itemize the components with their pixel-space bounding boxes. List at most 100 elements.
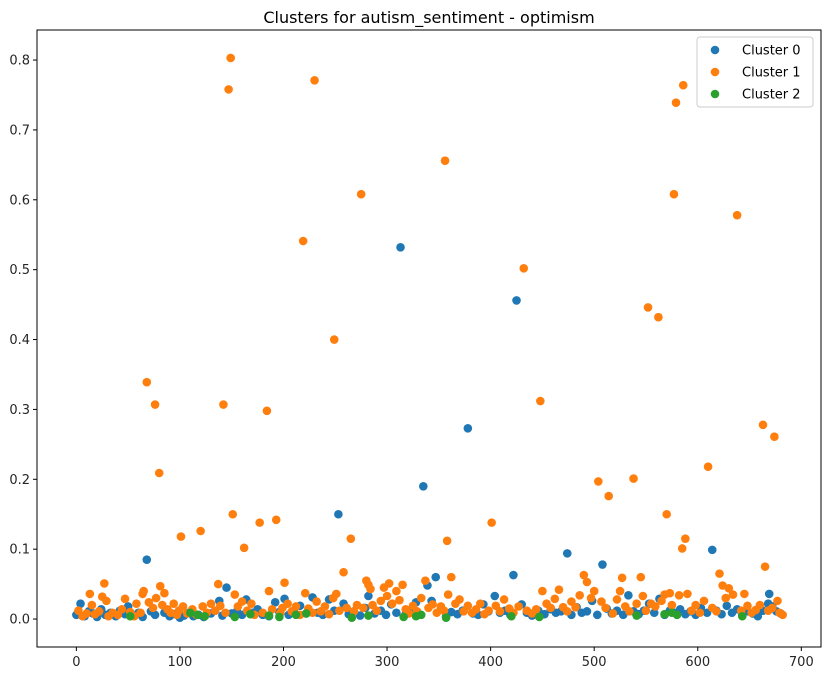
cluster-1-point: [132, 599, 141, 608]
cluster-1-point: [346, 534, 356, 543]
cluster-1-point: [329, 335, 339, 344]
cluster-1-point: [703, 462, 713, 472]
y-tick-label: 0.0: [9, 613, 30, 628]
cluster-1-point: [636, 572, 646, 582]
cluster-1-point: [335, 606, 344, 615]
cluster-1-point: [643, 303, 653, 312]
cluster-1-point: [724, 584, 734, 593]
x-tick-label: 500: [582, 655, 607, 670]
cluster-1-point: [740, 589, 749, 599]
cluster-2-point: [185, 608, 195, 618]
cluster-1-point: [150, 400, 160, 409]
cluster-1-point: [439, 606, 449, 615]
cluster-1-point: [538, 586, 547, 596]
cluster-1-point: [586, 593, 596, 603]
cluster-1-point: [712, 607, 721, 616]
cluster-1-point: [300, 588, 310, 598]
cluster-1-point: [681, 534, 690, 543]
cluster-1-point: [178, 602, 188, 611]
y-tick-label: 0.6: [9, 193, 30, 208]
cluster-2-point: [347, 613, 357, 622]
cluster-1-point: [216, 601, 225, 611]
cluster-1-legend-label: Cluster 1: [742, 66, 801, 81]
cluster-1-point: [255, 518, 264, 527]
cluster-1-point: [213, 579, 223, 589]
cluster-2-point: [416, 610, 426, 620]
cluster-2-point: [301, 609, 311, 618]
cluster-1-point: [625, 607, 634, 616]
x-tick-label: 200: [271, 655, 296, 670]
cluster-1-point: [475, 599, 485, 608]
cluster-1-point: [392, 586, 401, 596]
cluster-1-point: [667, 600, 677, 610]
cluster-1-point: [579, 570, 589, 580]
cluster-1-point: [416, 593, 426, 603]
y-tick-label: 0.3: [9, 403, 30, 418]
cluster-1-point: [677, 544, 687, 553]
cluster-2-point: [200, 611, 210, 621]
cluster-1-point: [455, 595, 464, 604]
cluster-0-point: [490, 591, 500, 601]
cluster-2-point: [193, 610, 202, 620]
cluster-1-point: [421, 576, 430, 585]
cluster-1-point: [339, 567, 348, 577]
cluster-1-point: [264, 586, 274, 596]
cluster-1-point: [699, 596, 709, 606]
cluster-2-point: [275, 612, 284, 622]
cluster-1-point: [650, 602, 660, 611]
cluster-1-point: [638, 591, 648, 601]
cluster-2-series: [125, 608, 747, 622]
y-tick-label: 0.8: [9, 54, 30, 69]
cluster-1-point: [247, 599, 256, 608]
cluster-1-point: [601, 603, 610, 613]
cluster-2-point: [672, 610, 682, 620]
cluster-1-point: [662, 509, 671, 519]
y-tick-label: 0.7: [9, 123, 30, 138]
cluster-0-point: [355, 611, 365, 620]
cluster-1-point: [271, 515, 281, 525]
cluster-1-point: [773, 596, 782, 606]
cluster-0-point: [707, 545, 717, 555]
cluster-1-point: [117, 604, 127, 614]
cluster-1-point: [366, 584, 375, 594]
cluster-1-point: [432, 608, 442, 618]
cluster-1-point: [446, 572, 456, 582]
cluster-1-point: [262, 406, 272, 416]
cluster-0-point: [142, 555, 152, 564]
cluster-0-point: [392, 608, 401, 618]
cluster-1-point: [594, 477, 603, 486]
cluster-2-point: [291, 610, 301, 620]
cluster-1-point: [224, 85, 233, 94]
cluster-1-point: [495, 607, 505, 616]
cluster-1-point: [239, 543, 249, 553]
x-tick-label: 100: [168, 655, 193, 670]
cluster-1-point: [342, 603, 351, 613]
cluster-1-point: [463, 601, 473, 611]
cluster-0-point: [463, 423, 473, 433]
cluster-1-point: [395, 595, 404, 605]
cluster-1-point: [571, 602, 580, 612]
cluster-1-point: [308, 608, 317, 618]
x-tick-label: 600: [685, 655, 710, 670]
x-tick-label: 400: [478, 655, 503, 670]
cluster-1-point: [87, 600, 97, 610]
cluster-2-point: [230, 612, 240, 622]
cluster-1-point: [499, 595, 509, 604]
cluster-0-point: [270, 597, 280, 607]
cluster-1-point: [237, 597, 247, 606]
cluster-1-point: [82, 609, 92, 618]
cluster-1-point: [120, 594, 130, 604]
cluster-1-point: [665, 588, 675, 598]
cluster-1-point: [226, 53, 235, 63]
cluster-1-point: [280, 578, 289, 588]
cluster-1-point: [154, 468, 164, 478]
cluster-1-point: [715, 569, 724, 578]
cluster-1-point: [632, 599, 641, 608]
cluster-1-point: [615, 586, 625, 596]
cluster-1-point: [484, 606, 493, 615]
x-tick-label: 700: [789, 655, 814, 670]
cluster-2-point: [507, 611, 516, 621]
cluster-1-point: [721, 593, 731, 603]
cluster-1-point: [196, 526, 205, 536]
